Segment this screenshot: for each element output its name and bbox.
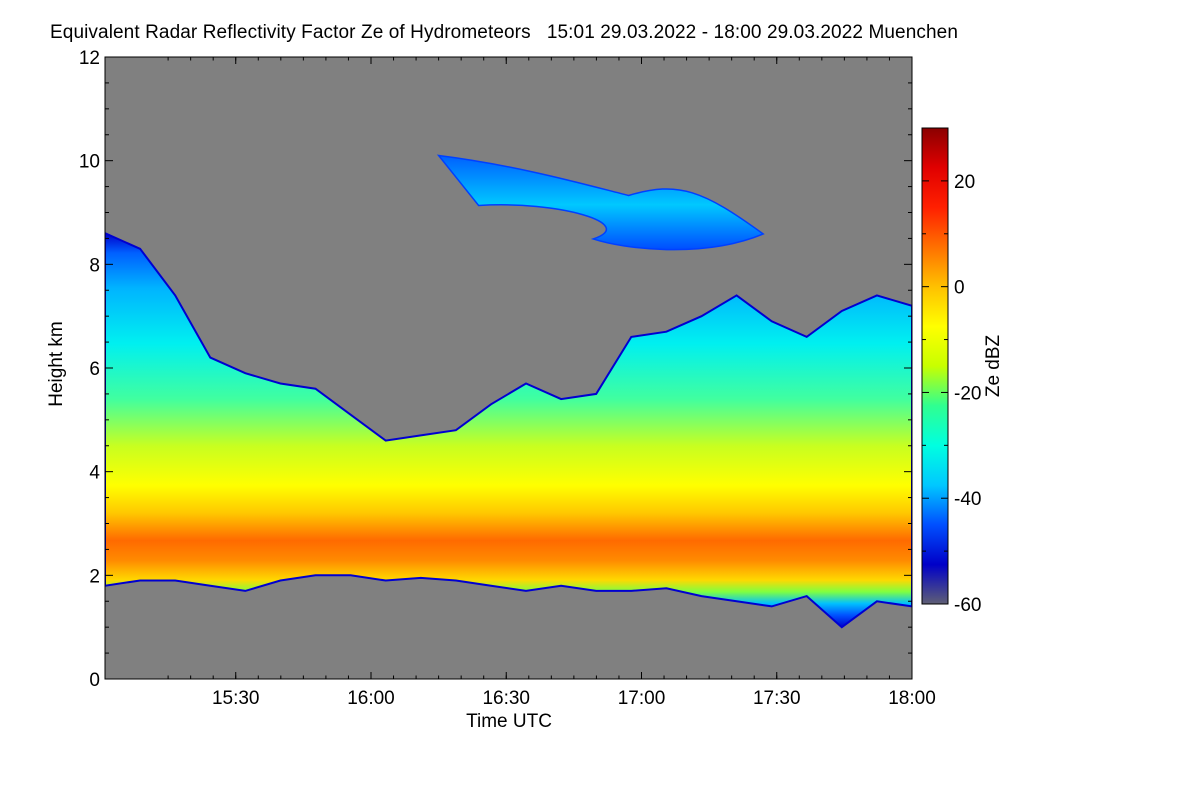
x-tick-label: 16:00 bbox=[347, 688, 395, 709]
colorbar-tick-label: 0 bbox=[954, 278, 965, 299]
x-axis: 15:30 16:00 16:30 17:00 17:30 18:00 bbox=[167, 57, 936, 709]
cloud-main-layer bbox=[105, 232, 912, 629]
y-tick-label: 10 bbox=[79, 152, 100, 173]
title-text: Equivalent Radar Reflectivity Factor Ze … bbox=[50, 22, 531, 43]
title-time-range: 15:01 29.03.2022 - 18:00 29.03.2022 bbox=[546, 22, 864, 43]
y-axis: 0 2 4 6 8 10 12 bbox=[79, 48, 912, 691]
colorbar-tick-label: -40 bbox=[954, 489, 981, 510]
colorbar: 20 0 -20 -40 -60 Ze dBZ bbox=[921, 127, 1004, 616]
colorbar-label: Ze dBZ bbox=[983, 334, 1004, 397]
x-axis-label: Time UTC bbox=[466, 711, 552, 732]
y-tick-label: 4 bbox=[89, 463, 100, 484]
x-tick-label: 15:30 bbox=[212, 688, 260, 709]
plot-area bbox=[104, 56, 913, 680]
x-tick-label: 17:30 bbox=[753, 688, 801, 709]
colorbar-tick-label: -20 bbox=[954, 383, 981, 404]
x-tick-label: 17:00 bbox=[618, 688, 666, 709]
y-tick-label: 2 bbox=[89, 566, 100, 587]
y-axis-label: Height km bbox=[46, 321, 67, 407]
chart-title: Equivalent Radar Reflectivity Factor Ze … bbox=[50, 22, 958, 44]
x-tick-label: 16:30 bbox=[482, 688, 530, 709]
cirrus-layer bbox=[436, 154, 765, 251]
y-tick-label: 0 bbox=[89, 670, 100, 691]
colorbar-scale bbox=[921, 127, 949, 605]
colorbar-tick-label: 20 bbox=[954, 172, 975, 193]
colorbar-tick-label: -60 bbox=[954, 595, 981, 616]
y-tick-label: 12 bbox=[79, 48, 100, 69]
y-tick-label: 6 bbox=[89, 359, 100, 380]
title-location: Muenchen bbox=[868, 22, 958, 43]
y-tick-label: 8 bbox=[89, 255, 100, 276]
x-tick-label: 18:00 bbox=[888, 688, 936, 709]
